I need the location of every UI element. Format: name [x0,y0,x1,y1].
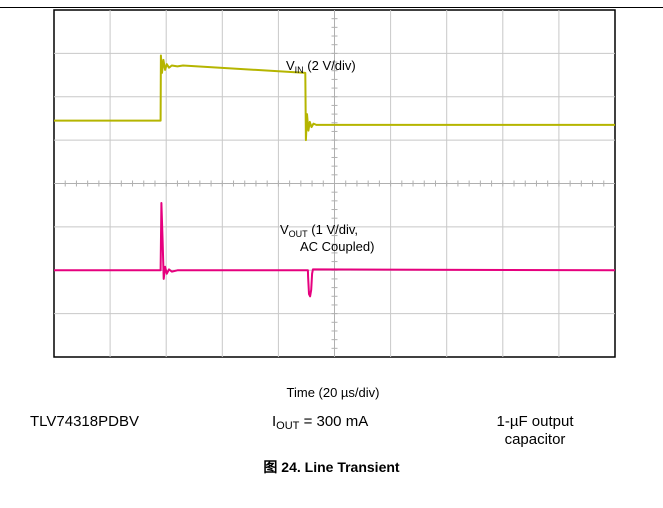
device-name: TLV74318PDBV [30,413,139,430]
oscilloscope-chart: VIN (2 V/div) VOUT (1 V/div, AC Coupled) [53,9,616,358]
capacitor-line-2: capacitor [504,431,566,448]
output-current: IOUT = 300 mA [272,413,369,432]
output-capacitor: 1-µF output capacitor [480,413,590,449]
traces [54,54,616,298]
vout-trace [54,202,616,298]
vin-label: VIN (2 V/div) [286,58,356,75]
vout-label: VOUT (1 V/div, [280,222,358,239]
grid [54,10,615,357]
figure-caption: 图 24. Line Transient [263,459,400,475]
top-rule [0,7,663,8]
x-axis-label: Time (20 µs/div) [286,385,380,400]
vout-label-line2: AC Coupled) [300,239,374,254]
vin-trace [54,54,615,142]
capacitor-line-1: 1-µF output [496,413,574,430]
